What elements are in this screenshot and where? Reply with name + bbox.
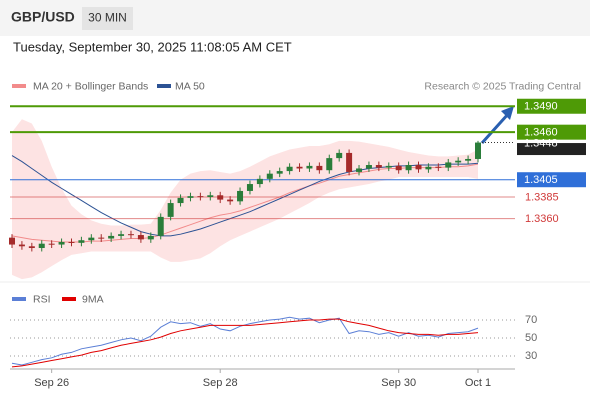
- x-tick-label: Sep 28: [203, 377, 238, 389]
- candle-body: [246, 184, 253, 191]
- candle-body: [465, 158, 472, 161]
- candle-body: [375, 165, 382, 168]
- last-price-label: 1.3448: [524, 137, 558, 149]
- candle-body: [237, 190, 244, 202]
- candle-body: [207, 195, 214, 198]
- candle-body: [425, 166, 432, 170]
- candle-body: [395, 165, 402, 171]
- candle-body: [316, 165, 323, 171]
- candle-body: [256, 178, 263, 185]
- legend-label: MA 20 + Bollinger Bands: [33, 80, 148, 92]
- candle-body: [157, 216, 164, 236]
- legend-label: 9MA: [82, 293, 104, 305]
- candle-body: [445, 162, 452, 168]
- level-label-box: [517, 124, 586, 140]
- candle-body: [38, 243, 45, 249]
- candle-body: [197, 196, 204, 198]
- x-tick-label: Oct 1: [465, 377, 491, 389]
- indicator-line: [11, 316, 479, 366]
- candle-body: [435, 166, 442, 168]
- candle-body: [296, 166, 303, 169]
- y-tick-label: 50: [525, 332, 537, 344]
- legend-label: MA 50: [175, 80, 205, 92]
- candle-body: [167, 203, 174, 217]
- candle-body: [147, 235, 154, 240]
- candle-body: [108, 235, 115, 239]
- candle-body: [58, 241, 65, 245]
- candle-body: [227, 199, 234, 202]
- level-label: 1.3360: [525, 213, 559, 225]
- level-label: 1.3385: [525, 191, 559, 203]
- candle-body: [356, 168, 363, 172]
- level-label: 1.3490: [524, 101, 558, 113]
- candle-body: [326, 158, 333, 171]
- candle-body: [266, 173, 273, 179]
- indicator-line: [11, 318, 479, 368]
- candle-body: [118, 234, 125, 236]
- x-tick-label: Sep 26: [34, 377, 69, 389]
- candle-body: [336, 152, 343, 159]
- candle-body: [137, 235, 144, 240]
- candle-body: [475, 142, 481, 159]
- level-label-box: [517, 98, 586, 114]
- candle-body: [98, 237, 105, 239]
- legend-swatch: [62, 297, 76, 301]
- last-price-box: [517, 143, 586, 156]
- candle-body: [9, 237, 15, 245]
- candle-body: [177, 197, 184, 204]
- candle-body: [217, 195, 224, 200]
- level-label-box: [517, 172, 586, 188]
- candle-body: [88, 237, 95, 241]
- legend-swatch: [12, 84, 26, 88]
- level-label: 1.3460: [524, 127, 558, 139]
- candle-body: [346, 152, 353, 172]
- datetime: Tuesday, September 30, 2025 11:08:05 AM …: [13, 39, 292, 54]
- x-tick-label: Sep 30: [381, 377, 416, 389]
- candle-body: [68, 241, 75, 243]
- candle-body: [405, 165, 412, 171]
- legend-label: RSI: [33, 293, 51, 305]
- legend-swatch: [12, 297, 26, 301]
- level-label: 1.3405: [524, 174, 558, 186]
- y-tick-label: 30: [525, 350, 537, 362]
- candle-body: [18, 244, 25, 247]
- candle-body: [385, 165, 392, 168]
- candle-body: [78, 240, 85, 243]
- candle-body: [415, 165, 422, 170]
- legend-swatch: [157, 84, 171, 88]
- timeframe[interactable]: 30 MIN: [88, 11, 127, 25]
- candle-body: [28, 246, 35, 249]
- candle-body: [365, 165, 372, 169]
- symbol: GBP/USD: [11, 9, 75, 25]
- candle-body: [306, 165, 313, 169]
- bollinger-band: [12, 119, 478, 280]
- arrow-head: [501, 106, 514, 120]
- projection-arrow: [480, 111, 511, 145]
- timeframe-button[interactable]: [82, 7, 133, 30]
- candle-body: [276, 171, 283, 174]
- candle-body: [187, 196, 194, 198]
- candle-body: [127, 234, 134, 236]
- candle-body: [286, 166, 293, 172]
- candle-body: [455, 160, 462, 163]
- candle-body: [48, 243, 55, 245]
- source: Research © 2025 Trading Central: [424, 80, 581, 92]
- y-tick-label: 70: [525, 314, 537, 326]
